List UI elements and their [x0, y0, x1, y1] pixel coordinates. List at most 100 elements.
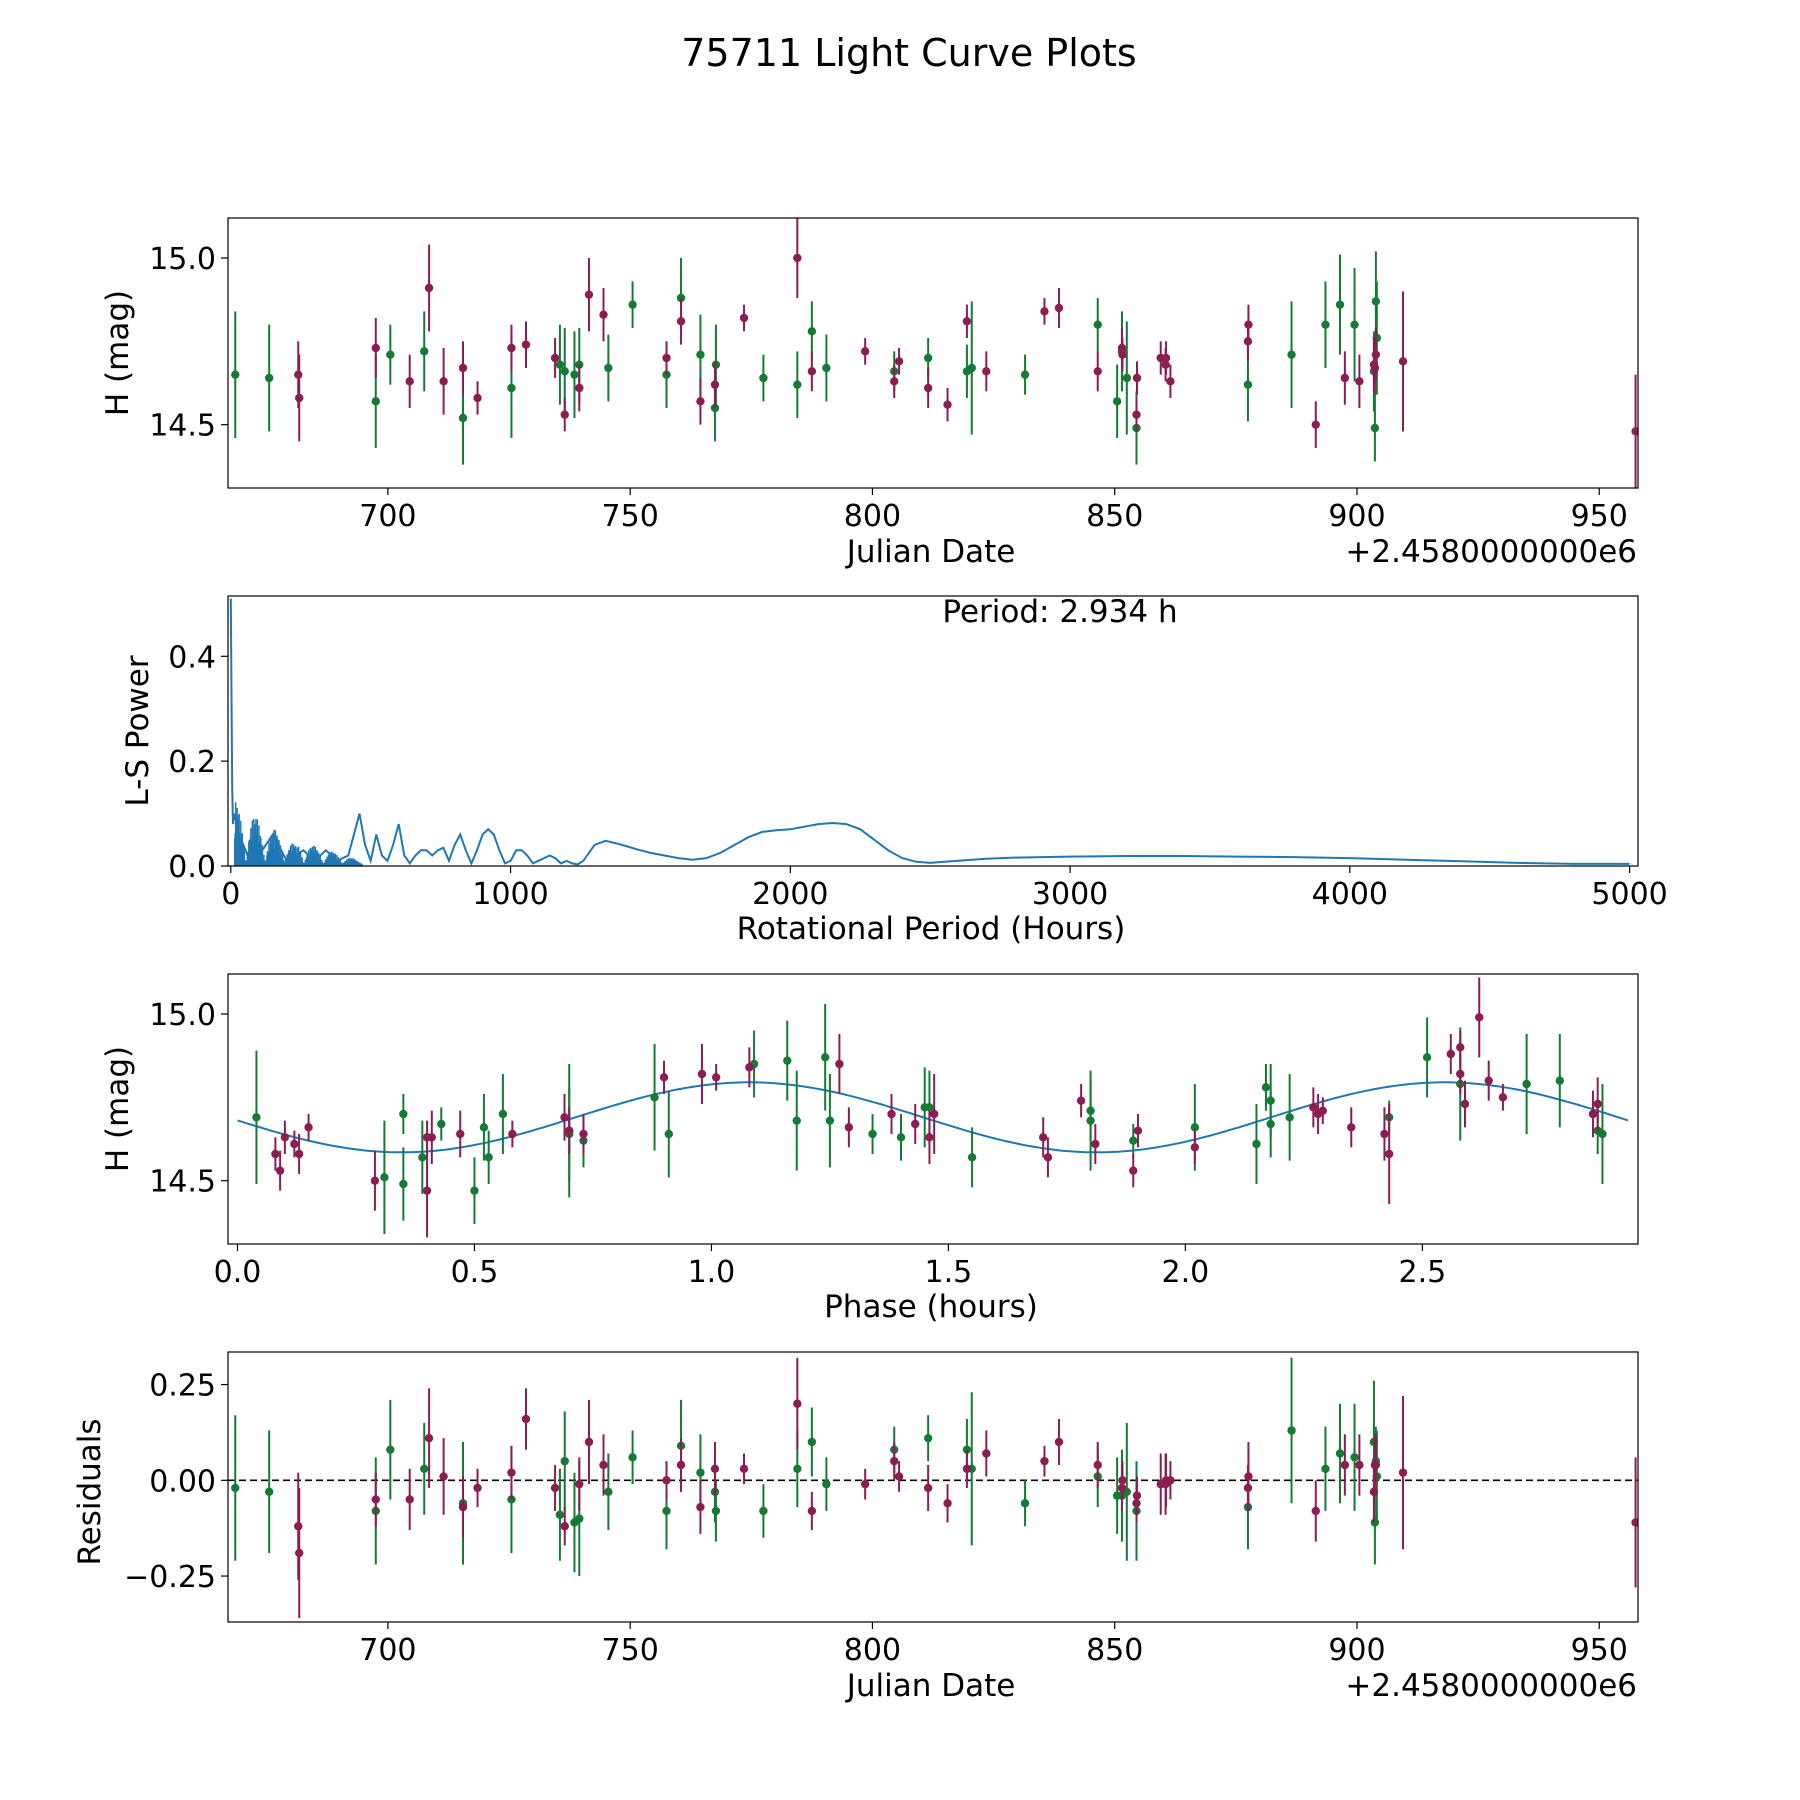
green-point — [604, 1487, 613, 1496]
purple-point — [1040, 307, 1049, 316]
phase-frame — [227, 973, 1639, 1245]
x-tick-label: 1.5 — [925, 1255, 973, 1290]
purple-point — [1244, 1472, 1253, 1481]
residuals-y-label: Residuals — [72, 1418, 108, 1565]
purple-point — [1340, 1460, 1350, 1470]
green-point — [820, 1053, 830, 1062]
y-tick-label: 15.0 — [149, 242, 216, 277]
purple-point — [579, 1129, 588, 1139]
purple-point — [1398, 357, 1408, 366]
y-tick-label: 14.5 — [149, 1165, 216, 1200]
purple-point — [1118, 350, 1127, 359]
purple-point — [1054, 1437, 1064, 1447]
green-point — [825, 1116, 835, 1125]
purple-point — [1588, 1109, 1598, 1119]
purple-point — [676, 317, 686, 326]
purple-point — [1355, 1460, 1364, 1470]
green-point — [420, 1464, 429, 1474]
green-point — [868, 1129, 877, 1139]
green-point — [418, 1153, 427, 1162]
green-point — [650, 1093, 659, 1102]
periodogram-ticks: 0 1000 2000 3000 4000 5000 0.0 0.2 0.4 — [168, 640, 1668, 912]
x-tick-label: 950 — [1571, 499, 1628, 534]
purple-point — [1371, 350, 1381, 359]
green-point — [386, 350, 395, 359]
x-tick-label: 2.5 — [1398, 1255, 1446, 1290]
purple-point — [943, 1499, 952, 1508]
purple-point — [1244, 320, 1253, 329]
purple-point — [982, 367, 991, 376]
residuals-x-offset: +2.4580000000e6 — [1345, 1668, 1637, 1704]
purple-point — [835, 1059, 844, 1069]
purple-point — [424, 1433, 434, 1443]
periodogram-panel: 0 1000 2000 3000 4000 5000 0.0 0.2 0.4 Period: 2… — [120, 594, 1668, 947]
lightcurve-x-offset: +2.4580000000e6 — [1345, 534, 1637, 570]
purple-point — [405, 1495, 414, 1504]
purple-point — [1309, 1103, 1318, 1112]
y-tick-label: 0.0 — [168, 850, 216, 885]
residuals-panel: 700 750 800 850 900 950 −0.25 0.00 0.25 Julian D… — [72, 1351, 1639, 1704]
purple-point — [1318, 1106, 1328, 1115]
y-tick-label: −0.25 — [124, 1560, 216, 1595]
purple-point — [697, 1069, 707, 1079]
purple-point — [560, 1522, 569, 1531]
x-tick-label: 700 — [359, 499, 416, 534]
green-point — [628, 300, 637, 309]
purple-point — [696, 397, 705, 406]
purple-point — [1484, 1076, 1493, 1085]
green-point — [507, 383, 516, 393]
green-point — [575, 360, 584, 369]
green-point — [386, 1445, 395, 1454]
purple-point — [295, 393, 304, 403]
purple-point — [1380, 1129, 1389, 1139]
purple-point — [1456, 1043, 1465, 1052]
lightcurve-ticks: 700 750 800 850 900 950 14.5 15.0 — [149, 242, 1628, 534]
purple-point — [890, 377, 899, 386]
green-point — [1266, 1119, 1275, 1129]
x-tick-label: 900 — [1328, 1633, 1385, 1668]
green-point — [1129, 1136, 1138, 1145]
purple-point — [925, 1133, 934, 1142]
power-forest — [234, 802, 363, 866]
green-point — [792, 1116, 801, 1125]
purple-point — [550, 353, 560, 363]
purple-point — [584, 290, 594, 299]
periodogram-y-label: L-S Power — [120, 655, 156, 806]
purple-point — [1371, 1460, 1381, 1470]
purple-point — [371, 1495, 380, 1504]
purple-point — [521, 340, 531, 349]
green-point — [1190, 1123, 1200, 1132]
purple-point — [290, 1139, 299, 1149]
purple-point — [807, 1506, 817, 1516]
purple-point — [887, 1109, 896, 1119]
green-point — [371, 397, 380, 406]
purple-point — [599, 310, 608, 319]
purple-point — [1347, 1123, 1356, 1132]
phase-ticks: 0.0 0.5 1.0 1.5 2.0 2.5 14.5 15.0 — [149, 998, 1446, 1290]
green-point — [555, 360, 565, 369]
residuals-marks — [228, 1357, 1638, 1619]
periodogram-x-label: Rotational Period (Hours) — [737, 911, 1126, 947]
purple-point — [565, 1126, 574, 1135]
lightcurve-y-label: H (mag) — [100, 290, 136, 416]
purple-point — [422, 1186, 432, 1195]
periodogram-marks — [229, 598, 1630, 866]
purple-point — [1631, 1518, 1638, 1527]
x-tick-label: 2.0 — [1162, 1255, 1210, 1290]
purple-point — [550, 1483, 560, 1493]
purple-point — [1129, 1166, 1138, 1175]
purple-point — [1040, 1456, 1049, 1466]
purple-point — [923, 383, 933, 393]
purple-point — [560, 410, 569, 419]
purple-point — [1132, 373, 1142, 383]
phase-marks — [237, 977, 1629, 1238]
green-point — [420, 347, 429, 356]
green-point — [437, 1119, 446, 1129]
periodogram-frame — [227, 595, 1639, 867]
y-tick-label: 0.4 — [168, 640, 216, 675]
purple-point — [507, 343, 516, 353]
purple-point — [599, 1460, 608, 1470]
purple-point — [890, 1456, 899, 1466]
green-point — [264, 373, 274, 383]
